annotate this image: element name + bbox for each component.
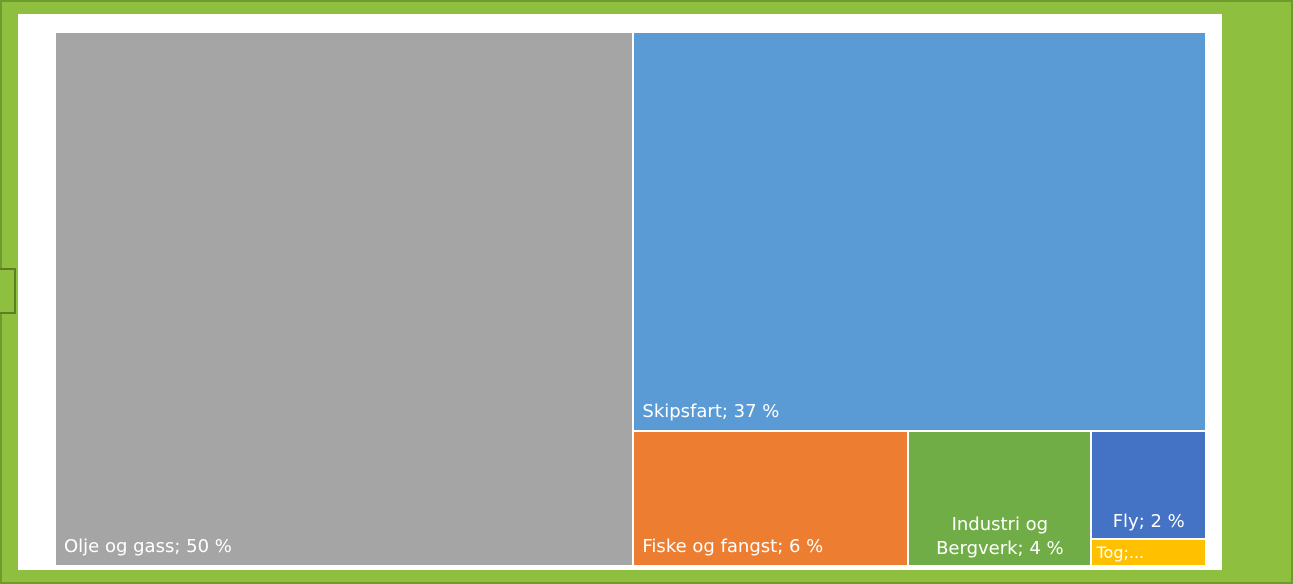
side-tab xyxy=(0,268,16,314)
treemap-cell: Olje og gass; 50 % xyxy=(55,32,634,566)
treemap: Olje og gass; 50 % Skipsfart; 37 % Fiske o… xyxy=(55,32,1206,566)
cell-label: Olje og gass; 50 % xyxy=(64,536,232,557)
cell-label: Skipsfart; 37 % xyxy=(642,401,780,423)
cell-label: Fiske og fangst; 6 % xyxy=(642,535,824,557)
cell-label: Fly; 2 % xyxy=(1112,511,1185,533)
treemap-cell: Industri og Bergverk; 4 % xyxy=(908,431,1092,566)
cell-label: Industri og Bergverk; 4 % xyxy=(936,513,1064,559)
treemap-cell: Fly; 2 % xyxy=(1091,431,1206,540)
cell-label: Tog;... xyxy=(1096,542,1145,562)
treemap-cell: Tog;... xyxy=(1091,539,1206,566)
treemap-cell: Skipsfart; 37 % xyxy=(633,32,1206,432)
treemap-cell: Fiske og fangst; 6 % xyxy=(633,431,909,566)
chart-panel: Olje og gass; 50 % Skipsfart; 37 % Fiske o… xyxy=(18,14,1222,570)
